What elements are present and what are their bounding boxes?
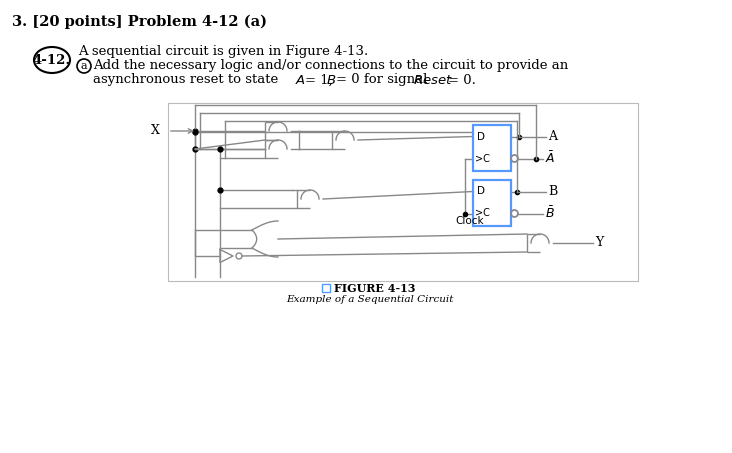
Text: A sequential circuit is given in Figure 4-13.: A sequential circuit is given in Figure … bbox=[78, 44, 368, 58]
Text: = 0 for signal: = 0 for signal bbox=[336, 73, 427, 87]
Text: $A$: $A$ bbox=[295, 73, 306, 87]
Text: X: X bbox=[151, 125, 160, 138]
Text: = 1,: = 1, bbox=[305, 73, 333, 87]
Text: B: B bbox=[548, 185, 557, 198]
Text: asynchronous reset to state: asynchronous reset to state bbox=[93, 73, 283, 87]
Text: A: A bbox=[548, 130, 557, 143]
Text: >C: >C bbox=[475, 208, 490, 218]
Text: = 0.: = 0. bbox=[448, 73, 476, 87]
Bar bbox=[473, 125, 511, 171]
Text: a: a bbox=[81, 61, 87, 71]
Text: Add the necessary logic and/or connections to the circuit to provide an: Add the necessary logic and/or connectio… bbox=[93, 59, 568, 72]
Text: FIGURE 4-13: FIGURE 4-13 bbox=[334, 283, 416, 294]
Text: $\bar{A}$: $\bar{A}$ bbox=[545, 151, 556, 166]
Text: Clock: Clock bbox=[456, 217, 485, 226]
Text: Y: Y bbox=[595, 236, 603, 250]
Text: D: D bbox=[477, 187, 485, 197]
Text: D: D bbox=[477, 131, 485, 141]
Bar bbox=[473, 180, 511, 226]
Text: Example of a Sequential Circuit: Example of a Sequential Circuit bbox=[286, 295, 454, 304]
Text: 4-12.: 4-12. bbox=[33, 53, 71, 67]
Text: $\bar{B}$: $\bar{B}$ bbox=[545, 206, 555, 221]
Text: 3. [20 points] Problem 4-12 (a): 3. [20 points] Problem 4-12 (a) bbox=[12, 15, 267, 29]
Text: >C: >C bbox=[475, 154, 490, 164]
Bar bbox=[322, 284, 330, 292]
Text: $B$: $B$ bbox=[326, 73, 336, 87]
Text: $\it{Reset}$: $\it{Reset}$ bbox=[413, 73, 453, 87]
